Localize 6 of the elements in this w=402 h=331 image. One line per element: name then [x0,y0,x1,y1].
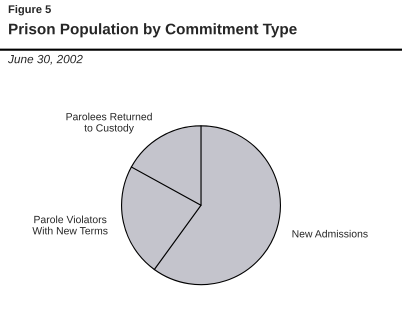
chart-title: Prison Population by Commitment Type [9,23,297,38]
slice-label: New Admissions [292,230,368,238]
chart-subtitle: June 30, 2002 [8,54,83,65]
slice-label: Parole Violators With New Terms [32,216,108,234]
caption: Figure 5 [8,4,51,16]
slice-label: Parolees Returned to Custody [66,112,152,134]
